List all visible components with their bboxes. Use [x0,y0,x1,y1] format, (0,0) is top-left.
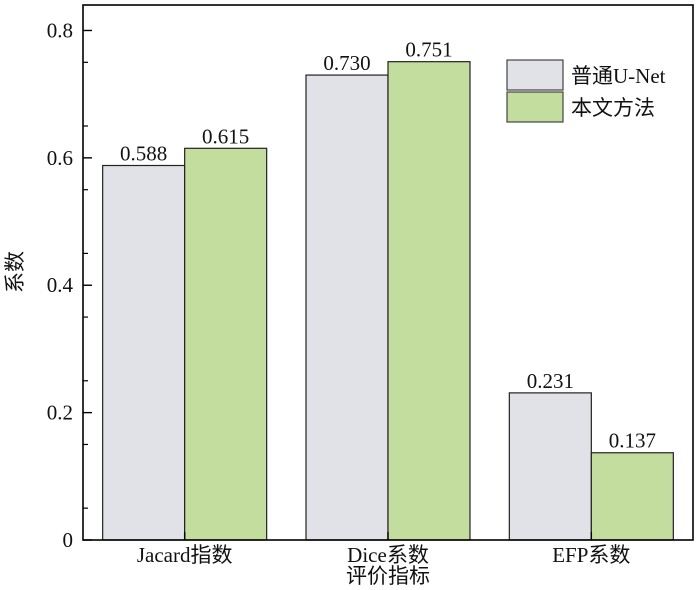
y-tick-label: 0.8 [47,18,73,42]
value-label-s1-c2: 0.730 [323,51,370,75]
x-tick-label: Dice系数 [347,543,429,567]
legend-swatch-series-2 [506,91,564,123]
legend-label-series-2: 本文方法 [571,96,655,120]
x-tick-label: Jacard指数 [137,543,233,567]
x-tick-label: EFP系数 [552,543,630,567]
bar-s2-c3 [590,452,674,541]
value-label-s2-c1: 0.615 [202,124,249,148]
legend-label-series-1: 普通U-Net [571,64,666,88]
x-axis: Jacard指数 Dice系数 EFP系数 [137,532,630,567]
value-labels-layer: 0.588 0.615 0.730 0.751 0.231 0.137 [120,38,656,453]
bars-layer [102,61,674,541]
y-tick-label: 0.2 [47,401,73,425]
bar-s1-c1 [102,164,186,541]
y-axis: 0 0.2 0.4 0.6 0.8 [47,18,92,552]
bar-s2-c2 [387,61,471,541]
value-label-s2-c3: 0.137 [609,429,656,453]
y-axis-label: 系数 [3,251,27,293]
value-label-s2-c2: 0.751 [405,38,452,62]
x-axis-label: 评价指标 [346,564,430,588]
bar-s1-c3 [508,392,592,541]
value-label-s1-c1: 0.588 [120,142,167,166]
bar-s2-c1 [184,147,268,541]
value-label-s1-c3: 0.231 [527,369,574,393]
legend-swatch-series-1 [506,59,564,91]
legend: 普通U-Net 本文方法 [506,59,666,123]
y-tick-label: 0 [63,528,74,552]
y-tick-label: 0.6 [47,146,73,170]
y-tick-label: 0.4 [47,273,74,297]
bar-s1-c2 [305,74,389,541]
